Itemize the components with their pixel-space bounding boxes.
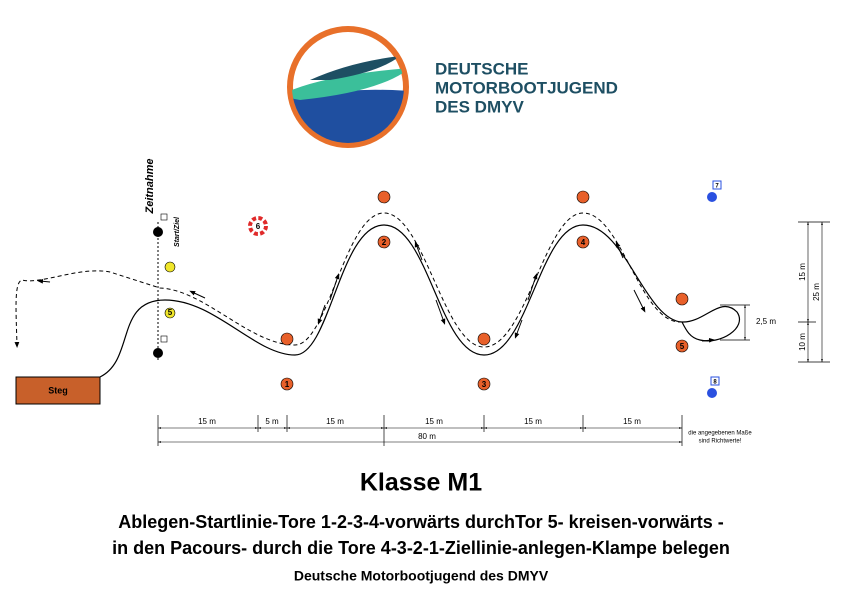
timing-label: Zeitnahme — [144, 158, 156, 214]
shape — [633, 289, 646, 313]
buoy-label: 4 — [581, 238, 586, 247]
course-out — [99, 224, 740, 378]
buoy-label: 7 — [715, 184, 719, 190]
description: in den Pacours- durch die Tore 4-3-2-1-Z… — [112, 538, 730, 558]
dimension-label: 5 m — [265, 417, 279, 426]
dimension-label: 15 m — [798, 263, 807, 281]
lifebuoy — [248, 216, 268, 236]
course-back — [14, 212, 683, 348]
logo: DEUTSCHE MOTORBOOTJUGEND DES DMYV — [287, 26, 618, 148]
dimension-label: 10 m — [798, 333, 807, 351]
buoy — [576, 190, 590, 204]
logo-text: MOTORBOOTJUGEND — [435, 78, 618, 97]
flag — [710, 376, 720, 386]
buoy — [675, 339, 689, 353]
group — [158, 427, 682, 443]
group — [744, 222, 823, 362]
buoy — [280, 377, 294, 391]
buoy-label: 8 — [713, 380, 717, 386]
shape — [514, 319, 523, 339]
footer: Deutsche Motorbootjugend des DMYV — [294, 568, 549, 584]
buoy — [280, 332, 294, 346]
dimension-label: 25 m — [812, 283, 821, 301]
buoy — [477, 332, 491, 346]
start-label: Start/Ziel — [174, 216, 181, 247]
dimension-label: 15 m — [326, 417, 344, 426]
shape — [414, 241, 423, 261]
note: die angegebenen Maße — [688, 431, 752, 437]
dimension-label: 2,5 m — [756, 317, 776, 326]
description: Ablegen-Startlinie-Tore 1-2-3-4-vorwärts… — [118, 512, 723, 532]
title: Klasse M1 — [360, 469, 482, 497]
note: sind Richtwerte! — [699, 439, 742, 445]
flag — [160, 335, 168, 343]
dimension-label: 15 m — [425, 417, 443, 426]
timing-post — [153, 227, 163, 237]
buoy — [377, 190, 391, 204]
buoy-label: 2 — [382, 238, 387, 247]
buoy-label: 3 — [482, 380, 487, 389]
buoy — [377, 235, 391, 249]
buoy — [707, 388, 717, 398]
marker-label: 5 — [168, 308, 173, 317]
timing-post — [153, 348, 163, 358]
logo-text: DES DMYV — [435, 97, 524, 116]
dimension-label: 80 m — [418, 432, 436, 441]
marker — [164, 261, 176, 273]
buoy — [576, 235, 590, 249]
flag — [712, 180, 722, 190]
dimension-label: 15 m — [198, 417, 216, 426]
shape — [317, 304, 326, 325]
dock — [15, 376, 101, 405]
shape — [701, 337, 715, 343]
buoy-label: 6 — [256, 222, 261, 231]
buoy — [477, 377, 491, 391]
dimension-label: 15 m — [623, 417, 641, 426]
shape — [310, 56, 400, 80]
buoy — [707, 192, 717, 202]
buoy-label: 5 — [680, 342, 685, 351]
logo-text: DEUTSCHE — [435, 59, 529, 78]
group — [157, 415, 683, 446]
group — [280, 190, 689, 391]
dock-label: Steg — [48, 385, 68, 395]
dimension-label: 15 m — [524, 417, 542, 426]
shape — [37, 278, 51, 284]
shape — [292, 68, 404, 100]
buoy-label: 1 — [285, 380, 290, 389]
flag — [160, 213, 168, 221]
shape — [615, 241, 624, 259]
shape — [435, 299, 446, 325]
marker — [164, 307, 176, 319]
buoy — [675, 292, 689, 306]
shape — [189, 290, 206, 299]
